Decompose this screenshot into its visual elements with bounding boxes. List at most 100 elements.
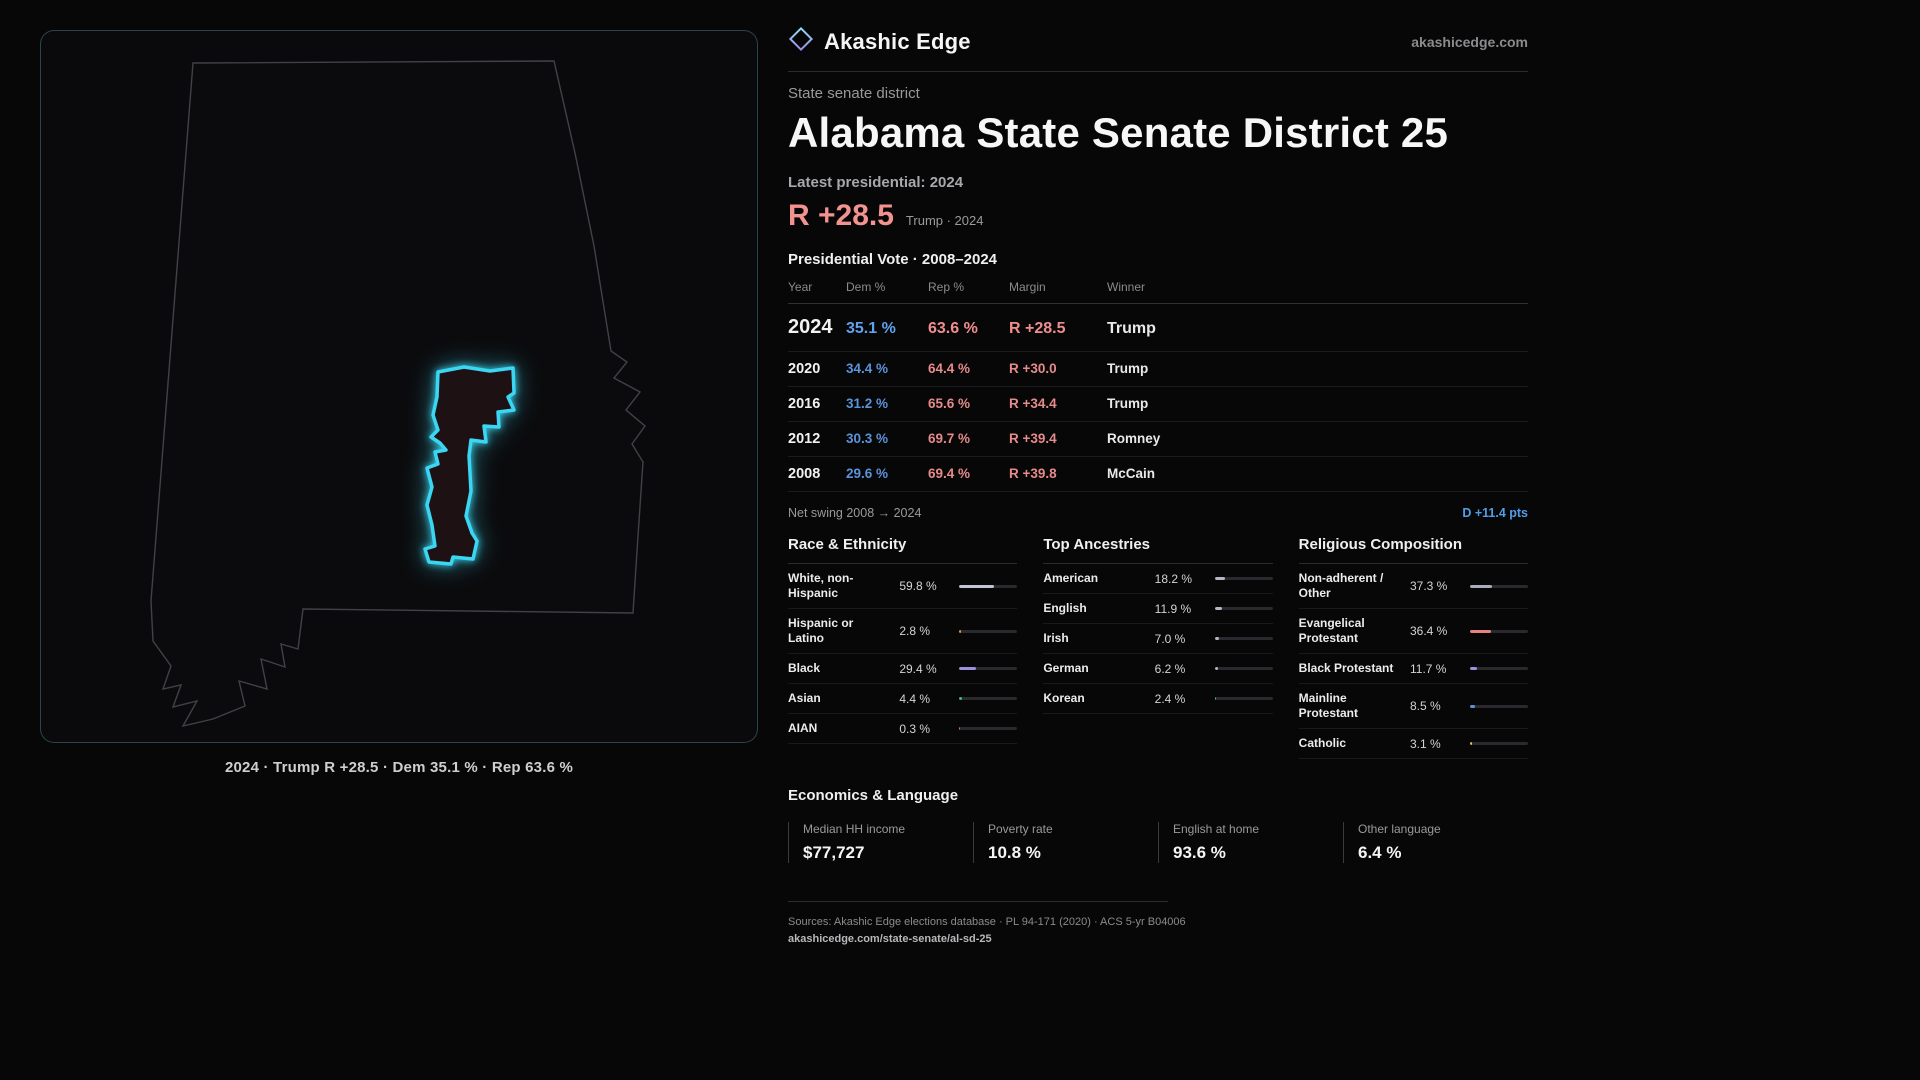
demo-value: 36.4 % <box>1409 624 1448 639</box>
vote-table-title: Presidential Vote · 2008–2024 <box>788 251 998 269</box>
table-row: 2008 29.6 % 69.4 % R +39.8 McCain <box>788 457 1528 493</box>
demo-value: 4.4 % <box>899 691 931 706</box>
demo-bar <box>1214 637 1273 641</box>
race-section: Race & Ethnicity White, non-Hispanic 59.… <box>788 536 1018 759</box>
demo-value: 3.1 % <box>1409 736 1441 751</box>
table-row: 2024 35.1 % 63.6 % R +28.5 Trump <box>788 304 1528 353</box>
demo-row: Non-adherent / Other 37.3 % <box>1298 564 1528 610</box>
stat-label: Poverty rate <box>988 822 1053 837</box>
column-header-year: Year <box>788 280 813 295</box>
table-row: 2012 30.3 % 69.7 % R +39.4 Romney <box>788 422 1528 458</box>
demo-value: 18.2 % <box>1154 571 1193 586</box>
demo-row: American 18.2 % <box>1043 564 1273 595</box>
stat-label: Median HH income <box>803 822 906 837</box>
section-title: Race & Ethnicity <box>788 536 1018 565</box>
column-header-rep: Rep % <box>928 280 965 295</box>
page-title: Alabama State Senate District 25 <box>788 109 1449 156</box>
dem-cell: 31.2 % <box>846 396 889 412</box>
map-caption: 2024 · Trump R +28.5 · Dem 35.1 % · Rep … <box>224 759 574 776</box>
stat-box: English at home 93.6 % <box>1158 822 1343 864</box>
margin-cell: R +39.8 <box>1009 466 1057 482</box>
demo-row: White, non-Hispanic 59.8 % <box>788 564 1018 610</box>
demo-label: German <box>1043 661 1089 676</box>
presidential-vote-table: Year Dem % Rep % Margin Winner 2024 35.1… <box>788 280 1528 493</box>
dem-cell: 29.6 % <box>846 466 889 482</box>
column-header-winner: Winner <box>1107 280 1146 295</box>
district-type-label: State senate district <box>788 85 920 102</box>
header-bar: Akashic Edge akashicedge.com <box>788 26 1528 72</box>
economics-title: Economics & Language <box>788 787 959 805</box>
demo-row: Asian 4.4 % <box>788 684 1018 715</box>
headline-note: Trump · 2024 <box>905 213 984 229</box>
rep-cell: 65.6 % <box>928 396 971 412</box>
net-swing-row: Net swing 2008 → 2024 D +11.4 pts <box>788 506 1528 520</box>
net-swing-value: D +11.4 pts <box>1462 506 1528 521</box>
stat-value: $77,727 <box>803 843 865 863</box>
demographics-grid: Race & Ethnicity White, non-Hispanic 59.… <box>788 536 1528 760</box>
headline-result: R +28.5 Trump · 2024 <box>788 199 1528 233</box>
demo-label: AIAN <box>788 721 818 736</box>
district-shape[interactable] <box>423 365 516 566</box>
winner-cell: Trump <box>1107 361 1149 377</box>
dem-cell: 35.1 % <box>846 320 896 338</box>
margin-cell: R +30.0 <box>1009 361 1057 377</box>
dem-cell: 34.4 % <box>846 361 889 377</box>
demo-value: 6.2 % <box>1154 661 1186 676</box>
demo-bar <box>959 629 1018 633</box>
table-row: 2016 31.2 % 65.6 % R +34.4 Trump <box>788 387 1528 423</box>
rep-cell: 69.4 % <box>928 466 971 482</box>
demo-label: Non-adherent / Other <box>1298 571 1384 601</box>
demo-bar <box>959 667 1018 671</box>
content-column: Akashic Edge akashicedge.com State senat… <box>788 0 1528 947</box>
demo-value: 2.8 % <box>899 624 931 639</box>
year-cell: 2008 <box>788 466 821 483</box>
demo-label: Asian <box>788 691 821 706</box>
religion-section: Religious Composition Non-adherent / Oth… <box>1298 536 1528 760</box>
demo-row: Catholic 3.1 % <box>1298 729 1528 760</box>
demo-label: Black Protestant <box>1298 661 1394 676</box>
stat-value: 6.4 % <box>1358 843 1402 863</box>
year-cell: 2020 <box>788 361 821 378</box>
site-link[interactable]: akashicedge.com <box>1411 33 1528 50</box>
demo-label: Irish <box>1043 631 1069 646</box>
demo-label: English <box>1043 601 1087 616</box>
demo-bar <box>1469 584 1528 588</box>
demo-value: 59.8 % <box>899 579 937 594</box>
margin-cell: R +28.5 <box>1009 320 1066 338</box>
demo-value: 8.5 % <box>1409 699 1441 714</box>
brand: Akashic Edge <box>788 26 971 57</box>
demo-bar <box>1214 577 1273 581</box>
rep-cell: 63.6 % <box>928 320 978 338</box>
demo-value: 11.7 % <box>1409 661 1447 676</box>
demo-row: Evangelical Protestant 36.4 % <box>1298 609 1528 655</box>
demo-label: Black <box>788 661 821 676</box>
demo-value: 37.3 % <box>1409 579 1448 594</box>
demo-label: American <box>1043 571 1099 586</box>
margin-cell: R +39.4 <box>1009 431 1057 447</box>
demo-bar <box>1469 742 1528 746</box>
demo-label: Korean <box>1043 691 1085 706</box>
demo-row: English 11.9 % <box>1043 594 1273 625</box>
footer-divider <box>788 901 1168 903</box>
stat-box: Poverty rate 10.8 % <box>973 822 1158 864</box>
brand-diamond-icon <box>788 26 814 57</box>
permalink-link[interactable]: akashicedge.com/state-senate/al-sd-25 <box>788 933 992 946</box>
demo-bar <box>959 727 1018 731</box>
demo-value: 29.4 % <box>899 661 937 676</box>
demo-bar <box>1469 704 1528 708</box>
demo-value: 0.3 % <box>899 721 931 736</box>
stat-value: 10.8 % <box>988 843 1041 863</box>
stat-value: 93.6 % <box>1173 843 1226 863</box>
demo-label: Catholic <box>1298 736 1346 751</box>
district-map-panel <box>40 30 758 743</box>
ancestries-section: Top Ancestries American 18.2 % English 1… <box>1043 536 1273 759</box>
demo-bar <box>1469 667 1528 671</box>
section-title: Religious Composition <box>1298 536 1528 565</box>
alabama-map <box>150 60 646 728</box>
demo-label: Evangelical Protestant <box>1298 616 1365 646</box>
demo-value: 2.4 % <box>1154 691 1186 706</box>
stat-label: Other language <box>1358 822 1441 837</box>
headline-margin: R +28.5 <box>788 199 894 233</box>
demo-bar <box>959 697 1018 701</box>
rep-cell: 69.7 % <box>928 431 971 447</box>
